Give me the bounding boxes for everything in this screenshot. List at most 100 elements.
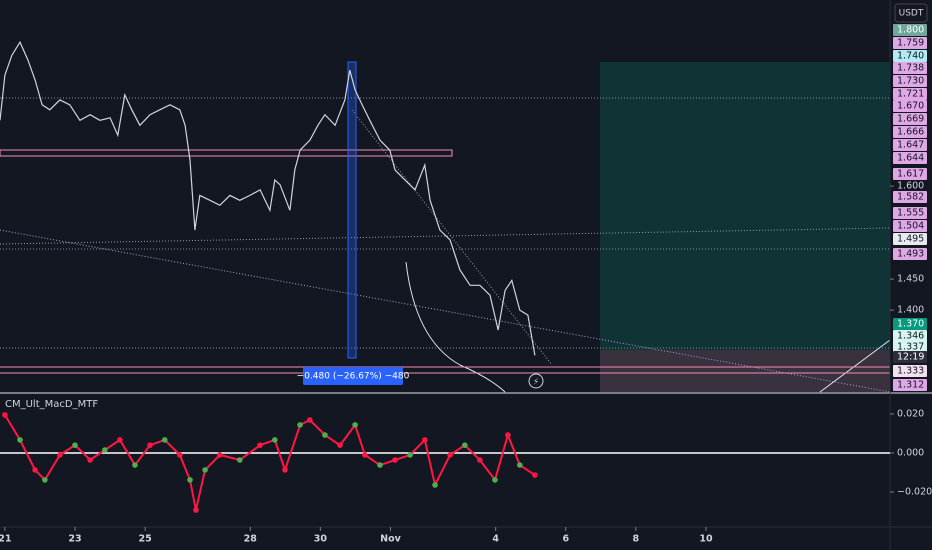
price-badge [893, 191, 927, 203]
price-badge-label: 12:19 [897, 352, 924, 363]
y-tick-label: 1.450 [897, 274, 924, 285]
macd-point [42, 477, 48, 483]
price-badge [893, 207, 927, 219]
price-badge [893, 113, 927, 125]
y-tick-label: 1.600 [897, 181, 924, 192]
price-badge-label: 1.800 [897, 25, 924, 36]
price-badge [893, 126, 927, 138]
price-badge [893, 139, 927, 151]
price-badge-label: 1.495 [897, 234, 924, 245]
x-tick-label: 23 [68, 534, 81, 545]
price-badge-label: 1.644 [897, 153, 924, 164]
macd-point [202, 467, 208, 473]
curve [405, 261, 506, 393]
macd-point [477, 457, 483, 463]
price-badge [893, 62, 927, 74]
macd-point [362, 452, 368, 458]
y-tick-label: 1.400 [897, 305, 924, 316]
x-tick-label: 8 [633, 534, 640, 545]
alert-icon[interactable] [528, 373, 544, 389]
macd-point [236, 457, 243, 463]
target-zone [600, 62, 890, 350]
price-badge-label: 1.370 [897, 319, 924, 330]
macd-point [87, 457, 93, 463]
price-badge [893, 50, 927, 62]
x-tick-label: 21 [0, 534, 12, 545]
price-badge-label: 1.337 [897, 342, 924, 353]
price-badge-label: 1.738 [897, 63, 924, 74]
macd-point [102, 447, 108, 453]
curve [819, 339, 891, 393]
price-badge-label: 1.740 [897, 51, 924, 62]
trend-line [351, 109, 553, 366]
price-badge-label: 1.721 [897, 89, 924, 100]
x-tick-label: Nov [380, 534, 401, 545]
currency-button[interactable] [894, 3, 928, 23]
macd-point [352, 422, 358, 428]
price-badge [893, 75, 927, 87]
macd-point [505, 432, 511, 438]
macd-point [282, 467, 288, 473]
macd-point [492, 477, 498, 483]
price-badge [893, 100, 927, 112]
indicator-title: CM_Ult_MacD_MTF [5, 399, 98, 410]
measure-range [347, 61, 357, 359]
macd-point [117, 437, 123, 443]
macd-point [297, 422, 303, 428]
macd-point [177, 452, 183, 458]
price-badge-label: 1.493 [897, 249, 924, 260]
macd-point [322, 432, 328, 438]
macd-point [422, 437, 428, 443]
macd-point [432, 482, 438, 488]
macd-point [517, 462, 523, 468]
price-badge-label: 1.582 [897, 192, 924, 203]
price-badge [893, 341, 927, 353]
measure-label-box [303, 367, 403, 385]
price-badge [893, 168, 927, 180]
macd-point [72, 442, 78, 448]
y-tick-label: 0.000 [897, 447, 924, 458]
trend-line [0, 227, 891, 245]
macd-point [132, 462, 138, 468]
macd-point [462, 442, 468, 448]
price-badge-label: 1.669 [897, 114, 924, 125]
macd-point [407, 452, 413, 458]
macd-point [57, 452, 63, 458]
price-badge-label: 1.504 [897, 221, 924, 232]
price-badge [893, 330, 927, 342]
macd-point [147, 442, 153, 448]
x-tick-label: 6 [562, 534, 569, 545]
price-badge [893, 24, 927, 36]
macd-point [193, 507, 199, 513]
macd-point [161, 437, 168, 443]
macd-point [447, 452, 453, 458]
x-tick-label: 25 [139, 534, 152, 545]
price-badge-label: 1.346 [897, 331, 924, 342]
macd-point [532, 472, 538, 478]
macd-point [307, 417, 313, 423]
macd-point [216, 452, 223, 458]
price-badge-label: 1.617 [897, 169, 924, 180]
price-badge [893, 233, 927, 245]
price-badge-label: 1.647 [897, 140, 924, 151]
price-badge-label: 1.730 [897, 76, 924, 87]
price-badge [893, 379, 927, 391]
price-badge-label: 1.312 [897, 380, 924, 391]
price-badge-label: 1.670 [897, 101, 924, 112]
x-tick-label: 28 [244, 534, 258, 545]
y-tick-label: −0.020 [897, 487, 932, 498]
y-tick-label: 0.020 [897, 408, 924, 419]
price-badge [893, 365, 927, 377]
price-badge [893, 152, 927, 164]
macd-point [392, 457, 398, 463]
macd-point [272, 437, 278, 443]
price-badge [893, 248, 927, 260]
macd-point [377, 462, 383, 468]
macd-point [257, 442, 263, 448]
series-line [0, 40, 536, 356]
stop-zone [600, 350, 890, 392]
macd-point [337, 442, 343, 448]
macd-point [17, 437, 23, 443]
currency-label: USDT [899, 9, 924, 19]
